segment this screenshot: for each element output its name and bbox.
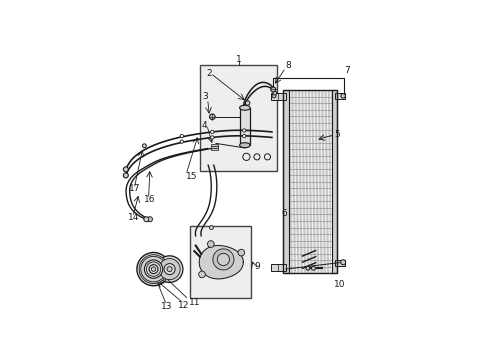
Bar <box>211 148 218 150</box>
Circle shape <box>144 217 149 222</box>
Circle shape <box>149 265 158 274</box>
Circle shape <box>238 249 245 256</box>
Circle shape <box>243 134 246 138</box>
Circle shape <box>139 255 168 284</box>
Circle shape <box>180 140 183 143</box>
Bar <box>200 66 277 171</box>
Bar <box>283 90 289 273</box>
Circle shape <box>211 136 214 139</box>
Text: 9: 9 <box>254 262 260 271</box>
Circle shape <box>217 253 229 266</box>
Circle shape <box>198 271 205 278</box>
Bar <box>270 93 286 100</box>
Bar <box>190 226 251 298</box>
Circle shape <box>147 262 161 276</box>
Circle shape <box>159 258 180 280</box>
Text: 4: 4 <box>201 121 207 130</box>
Circle shape <box>156 256 183 283</box>
Circle shape <box>123 167 128 172</box>
Bar <box>270 264 286 270</box>
Text: 10: 10 <box>334 280 346 289</box>
Circle shape <box>312 266 316 270</box>
Circle shape <box>341 260 345 265</box>
Circle shape <box>210 114 215 120</box>
Circle shape <box>123 173 128 178</box>
Circle shape <box>143 144 147 148</box>
Circle shape <box>141 256 166 282</box>
Bar <box>240 108 250 145</box>
Circle shape <box>210 226 214 229</box>
Bar <box>332 90 337 273</box>
Text: 12: 12 <box>178 301 189 310</box>
Ellipse shape <box>240 143 250 148</box>
Bar <box>211 146 218 148</box>
Circle shape <box>180 134 183 138</box>
Circle shape <box>207 241 214 247</box>
Circle shape <box>147 217 152 222</box>
Circle shape <box>151 267 156 271</box>
Bar <box>211 144 218 145</box>
Circle shape <box>273 91 277 95</box>
Ellipse shape <box>240 105 250 110</box>
Text: 14: 14 <box>128 213 139 222</box>
Polygon shape <box>199 246 244 279</box>
Circle shape <box>341 94 345 98</box>
Text: 3: 3 <box>202 92 208 101</box>
Bar <box>283 90 337 273</box>
Circle shape <box>243 129 246 132</box>
Bar <box>335 93 345 99</box>
Circle shape <box>137 252 170 286</box>
Text: 16: 16 <box>145 195 156 204</box>
Circle shape <box>272 94 276 98</box>
Circle shape <box>245 101 250 105</box>
Text: 8: 8 <box>286 61 292 70</box>
Text: 7: 7 <box>344 66 350 75</box>
Circle shape <box>211 130 214 134</box>
Circle shape <box>271 87 276 92</box>
Circle shape <box>306 266 310 270</box>
Circle shape <box>164 264 175 275</box>
Text: 17: 17 <box>129 184 141 193</box>
Text: 11: 11 <box>189 298 200 307</box>
Text: 5: 5 <box>334 130 340 139</box>
Text: 2: 2 <box>207 69 212 78</box>
Circle shape <box>145 260 163 278</box>
Circle shape <box>213 249 234 270</box>
Text: 6: 6 <box>282 209 287 218</box>
Text: 15: 15 <box>186 172 197 181</box>
Text: 13: 13 <box>161 302 172 311</box>
Text: 1: 1 <box>236 55 242 64</box>
Circle shape <box>167 267 172 271</box>
Bar <box>335 260 345 266</box>
